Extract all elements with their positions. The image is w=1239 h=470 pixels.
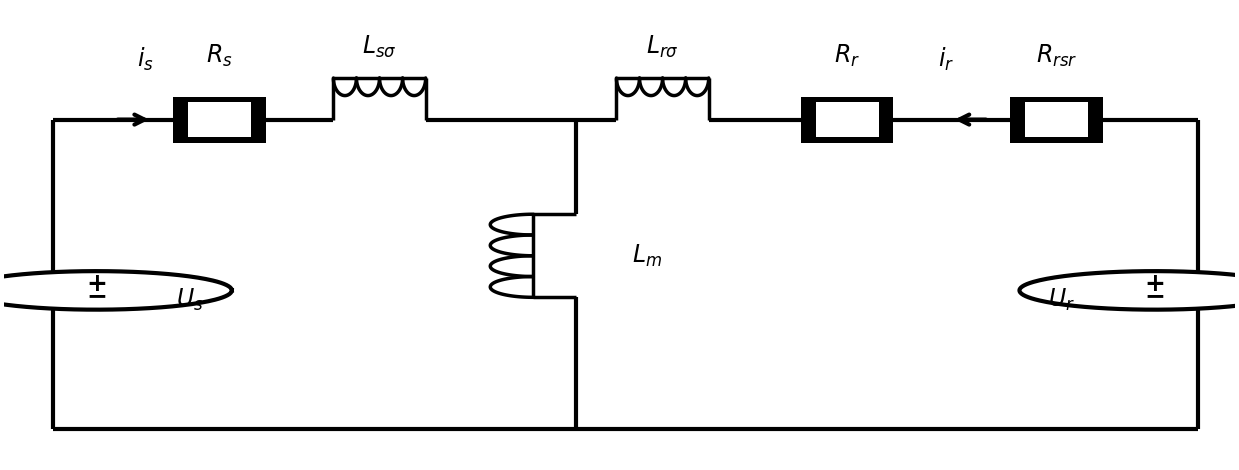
Text: +: + <box>1145 272 1165 296</box>
Text: $R_s$: $R_s$ <box>206 43 233 69</box>
Text: $R_{rsr}$: $R_{rsr}$ <box>1036 43 1077 69</box>
Bar <box>173 96 265 143</box>
Text: $U_r$: $U_r$ <box>1048 287 1075 313</box>
Text: $L_{r\sigma}$: $L_{r\sigma}$ <box>647 33 679 60</box>
Text: $L_{s\sigma}$: $L_{s\sigma}$ <box>362 33 396 60</box>
Text: $i_s$: $i_s$ <box>138 46 154 73</box>
Text: $i_r$: $i_r$ <box>938 46 954 73</box>
Text: +: + <box>85 272 107 296</box>
Bar <box>1025 102 1088 137</box>
Bar <box>188 102 252 137</box>
Text: $U_s$: $U_s$ <box>176 287 204 313</box>
Text: −: − <box>85 284 107 309</box>
Bar <box>802 96 893 143</box>
Text: −: − <box>1145 284 1166 309</box>
Text: $L_m$: $L_m$ <box>632 243 662 269</box>
Bar <box>815 102 878 137</box>
Text: $R_r$: $R_r$ <box>834 43 860 69</box>
Bar <box>1010 96 1103 143</box>
